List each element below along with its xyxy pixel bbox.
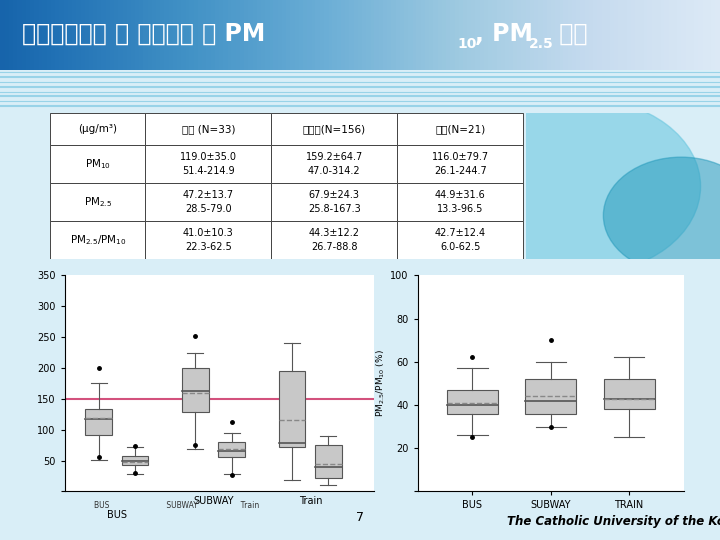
Text: 7: 7 (356, 511, 364, 524)
Text: (μg/m³): (μg/m³) (78, 124, 117, 134)
Text: 47.2±13.7
28.5-79.0: 47.2±13.7 28.5-79.0 (183, 190, 234, 214)
Text: 열자(N=21): 열자(N=21) (435, 124, 485, 134)
Bar (397, 145, 523, 184)
Bar (145, 221, 271, 259)
Bar (50, 145, 145, 184)
Text: 버스 (N=33): 버스 (N=33) (181, 124, 235, 134)
Bar (145, 113, 271, 145)
Bar (145, 145, 271, 184)
Bar (603, 379, 654, 409)
Bar (447, 390, 498, 414)
Bar (50, 184, 145, 221)
Text: PM$_{2.5}$: PM$_{2.5}$ (84, 195, 112, 209)
Bar (271, 145, 397, 184)
Circle shape (603, 157, 720, 274)
Bar (397, 221, 523, 259)
Text: 10: 10 (457, 37, 477, 51)
Bar (271, 184, 397, 221)
Text: The Catholic University of the Korea: The Catholic University of the Korea (507, 515, 720, 528)
Bar (122, 456, 148, 465)
Text: 44.9±31.6
13.3-96.5: 44.9±31.6 13.3-96.5 (435, 190, 485, 214)
Bar (397, 113, 523, 145)
Text: 41.0±10.3
22.3-62.5: 41.0±10.3 22.3-62.5 (183, 228, 234, 252)
Text: 지하철(N=156): 지하철(N=156) (303, 124, 366, 134)
Bar (182, 368, 209, 413)
Text: 42.7±12.4
6.0-62.5: 42.7±12.4 6.0-62.5 (435, 228, 486, 252)
Bar (50, 113, 145, 145)
Bar (218, 442, 245, 457)
Text: 159.2±64.7
47.0-314.2: 159.2±64.7 47.0-314.2 (306, 152, 363, 177)
Bar (397, 184, 523, 221)
Y-axis label: PM$_{2.5}$/PM$_{10}$ (%): PM$_{2.5}$/PM$_{10}$ (%) (375, 349, 387, 417)
Bar (526, 379, 576, 414)
Text: 2.5: 2.5 (529, 37, 554, 51)
Text: 67.9±24.3
25.8-167.3: 67.9±24.3 25.8-167.3 (308, 190, 361, 214)
Text: BUS                        SUBWAY                  Train: BUS SUBWAY Train (94, 501, 259, 510)
Text: PM$_{10}$: PM$_{10}$ (85, 158, 111, 171)
Text: , PM: , PM (475, 22, 533, 46)
Text: PM$_{2.5}$/PM$_{10}$: PM$_{2.5}$/PM$_{10}$ (70, 233, 126, 247)
Bar (271, 113, 397, 145)
Circle shape (467, 99, 701, 274)
Text: 116.0±79.7
26.1-244.7: 116.0±79.7 26.1-244.7 (432, 152, 489, 177)
Bar (86, 409, 112, 435)
Text: 대중운송수단 내 실내공기 중 PM: 대중운송수단 내 실내공기 중 PM (22, 22, 265, 46)
Bar (50, 221, 145, 259)
Bar (279, 371, 305, 447)
Text: 44.3±12.2
26.7-88.8: 44.3±12.2 26.7-88.8 (309, 228, 360, 252)
Text: 119.0±35.0
51.4-214.9: 119.0±35.0 51.4-214.9 (180, 152, 237, 177)
Text: 농도: 농도 (551, 22, 588, 46)
Bar (145, 184, 271, 221)
Bar (315, 445, 342, 478)
Text: BUS: BUS (107, 510, 127, 520)
Bar (271, 221, 397, 259)
